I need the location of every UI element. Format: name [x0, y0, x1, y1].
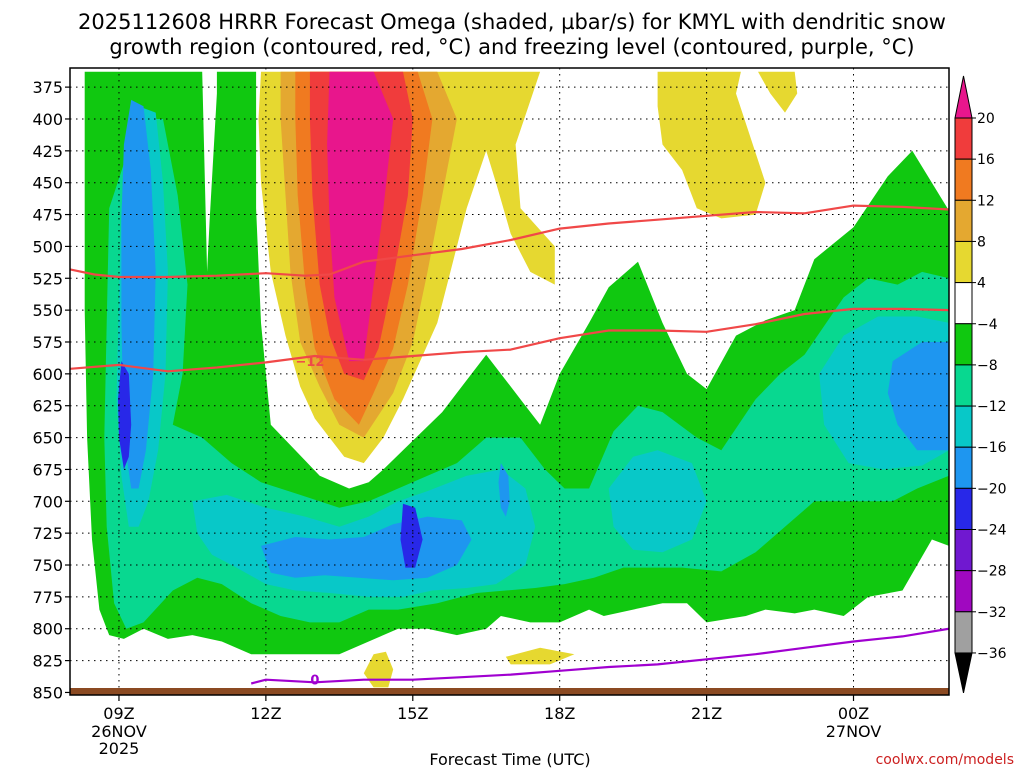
y-tick-label-750: 750: [32, 556, 63, 575]
chart-title-line-1: 2025112608 HRRR Forecast Omega (shaded, …: [78, 10, 946, 34]
x-tick-label-9: 09Z: [103, 704, 134, 723]
y-tick-label-425: 425: [32, 142, 63, 161]
dgz-bottom-label: −12: [295, 355, 324, 370]
y-tick-label-650: 650: [32, 429, 63, 448]
colorbar-swatch-3: [954, 240, 973, 284]
colorbar-label-5: −4: [977, 317, 998, 333]
colorbar-label-2: 12: [977, 193, 995, 209]
x-tick-label-18: 18Z: [544, 704, 575, 723]
colorbar-top-arrow: [954, 75, 973, 119]
plot-area: −12 0: [70, 68, 949, 695]
omega-region-8: [498, 463, 510, 517]
pressure-axis: 375 400 425 450 475 500 525 550 575 600 625 650 675 7…: [32, 78, 70, 702]
y-tick-label-600: 600: [32, 365, 63, 384]
omega-region-13: [657, 71, 766, 219]
x-tick-label-21: 21Z: [691, 704, 722, 723]
x-tick-label-15: 15Z: [397, 704, 428, 723]
x-tick-date-9: 26NOV: [91, 722, 147, 741]
colorbar-label-13: −36: [977, 646, 1007, 662]
omega-region-20: [327, 71, 394, 362]
y-tick-label-625: 625: [32, 397, 63, 416]
colorbar-swatch-1: [954, 158, 973, 201]
y-tick-label-800: 800: [32, 620, 63, 639]
colorbar-label-11: −28: [977, 564, 1007, 580]
omega-region-14: [758, 71, 798, 113]
y-tick-label-700: 700: [32, 492, 63, 511]
y-tick-label-375: 375: [32, 78, 63, 97]
omega-region-1: [104, 119, 949, 629]
terrain-ground: [70, 688, 949, 695]
freezing-level-line: [250, 627, 949, 685]
omega-region-6: [121, 99, 156, 489]
dgz-top-line: [70, 204, 949, 279]
y-tick-label-450: 450: [32, 174, 63, 193]
colorbar-label-1: 16: [977, 152, 995, 168]
omega-region-4: [608, 450, 707, 553]
x-tick-year-9: 2025: [99, 739, 140, 758]
colorbar-swatch-5: [954, 323, 973, 366]
colorbar-label-10: −24: [977, 523, 1007, 539]
y-tick-label-725: 725: [32, 524, 63, 543]
y-tick-label-550: 550: [32, 301, 63, 320]
colorbar-swatch-7: [954, 405, 973, 448]
colorbar-label-8: −16: [977, 440, 1007, 456]
freezing-level-label: 0: [310, 674, 319, 689]
colorbar-swatch-9: [954, 487, 973, 531]
colorbar-swatch-11: [954, 570, 973, 613]
contour-lines: −12 0: [70, 204, 949, 689]
omega-colorbar: 20 16 12 8 4 −4 −8 −12 −16 −20 −24 −28 −32 −36: [954, 75, 1007, 694]
y-tick-label-400: 400: [32, 110, 63, 129]
y-tick-label-850: 850: [32, 683, 63, 702]
colorbar-label-4: 4: [977, 276, 986, 292]
colorbar-swatch-4: [954, 282, 973, 325]
x-axis-label: Forecast Time (UTC): [429, 750, 590, 768]
plot-frame: [69, 67, 950, 696]
colorbar-label-12: −32: [977, 605, 1007, 621]
colorbar-label-6: −8: [977, 358, 998, 374]
colorbar-label-7: −12: [977, 399, 1007, 415]
y-tick-label-475: 475: [32, 206, 63, 225]
chart-title-line-2: growth region (contoured, red, °C) and f…: [109, 35, 914, 59]
x-tick-date-24: 27NOV: [826, 722, 882, 741]
colorbar-label-9: −20: [977, 481, 1007, 497]
colorbar-swatch-2: [954, 199, 973, 242]
y-tick-label-575: 575: [32, 333, 63, 352]
colorbar-swatch-6: [954, 364, 973, 407]
x-tick-label-24: 00Z: [838, 704, 869, 723]
colorbar-bottom-arrow: [954, 652, 973, 694]
colorbar-swatch-0: [954, 117, 973, 160]
omega-region-11: [400, 503, 423, 568]
omega-shading: [84, 71, 949, 688]
y-tick-label-500: 500: [32, 237, 63, 256]
y-tick-label-775: 775: [32, 588, 63, 607]
omega-region-10: [118, 361, 132, 470]
colorbar-label-3: 8: [977, 234, 986, 250]
colorbar-swatch-12: [954, 611, 973, 654]
credit-label: coolwx.com/models: [876, 752, 1014, 768]
dgz-bottom-line: [70, 307, 949, 373]
y-tick-label-825: 825: [32, 652, 63, 671]
y-tick-label-525: 525: [32, 269, 63, 288]
colorbar-swatch-8: [954, 446, 973, 489]
y-tick-label-675: 675: [32, 460, 63, 479]
x-tick-label-12: 12Z: [250, 704, 281, 723]
omega-region-9: [887, 342, 949, 451]
colorbar-label-0: 20: [977, 111, 995, 127]
colorbar-swatch-10: [954, 529, 973, 572]
